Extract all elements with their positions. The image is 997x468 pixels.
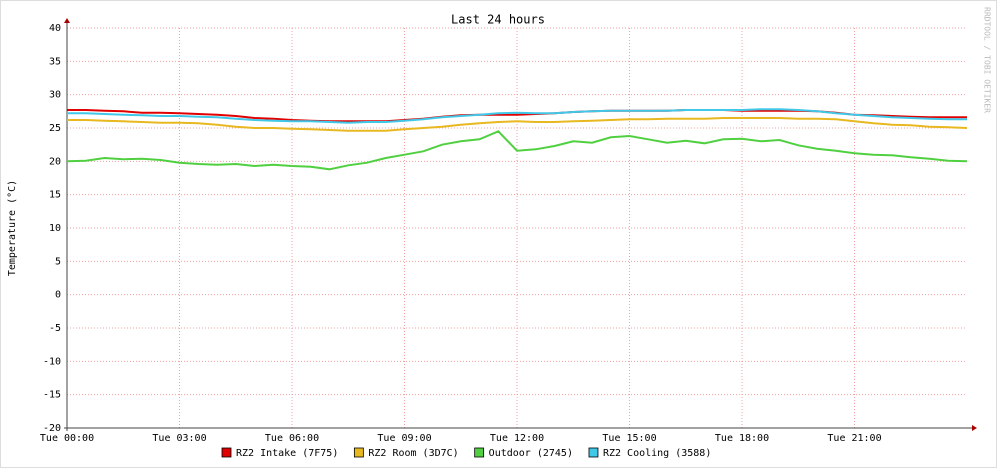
legend-label: Outdoor (2745) <box>489 448 573 459</box>
y-axis-label: Temperature (°C) <box>7 180 18 276</box>
legend-swatch <box>221 447 232 458</box>
x-tick-label: Tue 03:00 <box>152 433 206 444</box>
series-line <box>67 108 967 124</box>
y-tick-label: 10 <box>49 223 61 234</box>
y-tick-label: 25 <box>49 123 61 134</box>
y-tick-label: 35 <box>49 56 61 67</box>
y-tick-label: 15 <box>49 190 61 201</box>
series-line <box>67 117 968 132</box>
legend-swatch <box>474 447 485 458</box>
x-tick-label: Tue 09:00 <box>377 433 431 444</box>
legend-label: RZ2 Room (3D7C) <box>368 448 458 459</box>
y-tick-label: 20 <box>49 156 61 167</box>
y-tick-label: 5 <box>55 256 61 267</box>
legend-swatch <box>353 447 364 458</box>
x-tick-label: Tue 18:00 <box>715 433 769 444</box>
legend-label: RZ2 Intake (7F75) <box>236 448 338 459</box>
y-tick-label: -15 <box>43 390 61 401</box>
y-tick-label: 30 <box>49 90 61 101</box>
axis-arrow <box>64 18 70 23</box>
x-tick-label: Tue 15:00 <box>602 433 656 444</box>
y-tick-label: -10 <box>43 356 61 367</box>
axis-arrow <box>972 425 977 431</box>
series-line <box>66 130 968 171</box>
x-tick-label: Tue 21:00 <box>827 433 881 444</box>
x-tick-label: Tue 00:00 <box>40 433 94 444</box>
legend-label: RZ2 Cooling (3588) <box>603 448 711 459</box>
chart-title: Last 24 hours <box>451 13 545 27</box>
x-tick-label: Tue 06:00 <box>265 433 319 444</box>
legend-swatch <box>588 447 599 458</box>
y-tick-label: 40 <box>49 23 61 34</box>
y-tick-label: 0 <box>55 290 61 301</box>
x-tick-label: Tue 12:00 <box>490 433 544 444</box>
y-tick-label: -20 <box>43 423 61 434</box>
watermark: RRDTOOL / TOBI OETIKER <box>983 7 992 113</box>
y-tick-label: -5 <box>49 323 61 334</box>
